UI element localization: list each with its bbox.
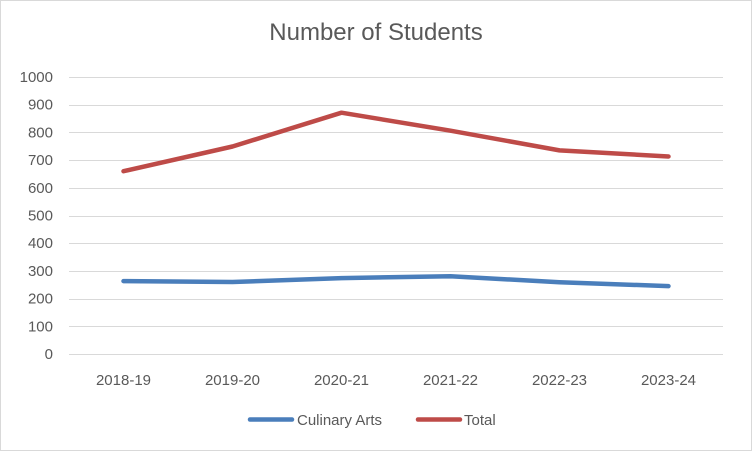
- y-tick-label: 200: [28, 291, 53, 308]
- y-tick-label: 900: [28, 97, 53, 114]
- legend-label: Culinary Arts: [297, 412, 382, 429]
- x-tick-label: 2019-20: [205, 372, 260, 389]
- series-line-total: [121, 110, 671, 174]
- y-tick-label: 700: [28, 152, 53, 169]
- series-lines: [121, 110, 671, 289]
- y-axis-tick-labels: 0 100 200 300 400 500 600 700 800 900 1000: [20, 69, 53, 363]
- x-tick-label: 2023-24: [641, 372, 696, 389]
- chart-title: Number of Students: [269, 19, 483, 46]
- y-tick-label: 500: [28, 208, 53, 225]
- y-tick-label: 800: [28, 124, 53, 141]
- y-tick-label: 1000: [20, 69, 53, 86]
- x-tick-label: 2022-23: [532, 372, 587, 389]
- x-axis-tick-labels: 2018-19 2019-20 2020-21 2021-22 2022-23 2023-…: [96, 372, 696, 389]
- gridlines: [69, 77, 723, 355]
- y-tick-label: 600: [28, 180, 53, 197]
- y-tick-label: 400: [28, 235, 53, 252]
- series-line-culinary-arts: [121, 273, 671, 289]
- y-tick-label: 0: [45, 346, 53, 363]
- x-tick-label: 2021-22: [423, 372, 478, 389]
- y-tick-label: 300: [28, 263, 53, 280]
- x-tick-label: 2020-21: [314, 372, 369, 389]
- y-tick-label: 100: [28, 318, 53, 335]
- legend: Culinary Arts Total: [247, 412, 496, 429]
- legend-label: Total: [464, 412, 496, 429]
- x-tick-label: 2018-19: [96, 372, 151, 389]
